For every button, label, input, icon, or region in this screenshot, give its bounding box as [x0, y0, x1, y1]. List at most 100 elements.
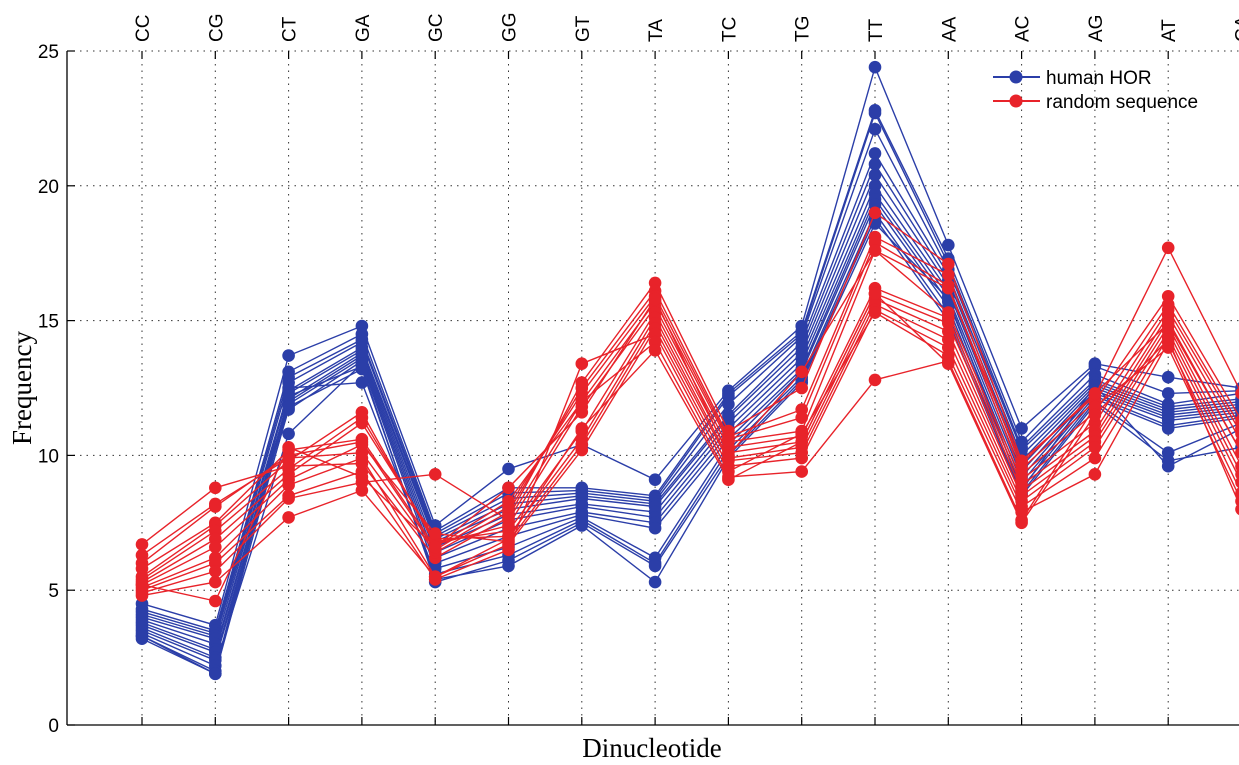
data-point	[795, 465, 808, 478]
y-tick-label: 10	[38, 446, 59, 467]
data-point	[648, 473, 662, 487]
data-point	[428, 527, 442, 540]
data-point	[575, 443, 589, 457]
x-category-label: GC	[426, 14, 447, 43]
data-point	[575, 395, 589, 408]
data-point	[575, 422, 589, 435]
x-category-label: TG	[793, 16, 814, 42]
series-human-hor	[135, 60, 1239, 681]
axes	[66, 50, 1239, 726]
x-category-label: TA	[646, 19, 667, 42]
series-line	[141, 341, 1239, 594]
data-point	[795, 381, 808, 395]
data-point	[135, 589, 149, 602]
data-point	[868, 206, 882, 220]
y-tick-labels: 0 5 10 15 20 25	[38, 42, 59, 737]
data-point	[795, 451, 808, 465]
data-point	[209, 565, 222, 578]
grid-lines	[67, 50, 1239, 725]
data-point	[355, 362, 369, 376]
data-point	[795, 365, 808, 379]
data-point	[575, 406, 589, 419]
series-line	[141, 111, 1239, 635]
series-line	[141, 127, 1239, 637]
data-point	[282, 349, 295, 362]
x-category-label: GA	[353, 14, 374, 42]
data-point	[1161, 422, 1175, 435]
data-point	[502, 543, 515, 557]
legend-marker-human-hor	[1009, 70, 1023, 84]
series-lines	[135, 60, 1239, 681]
series-line	[141, 173, 1239, 651]
data-point	[942, 357, 955, 371]
data-point	[428, 540, 442, 554]
data-point	[648, 575, 662, 589]
data-point	[1161, 370, 1175, 384]
data-point	[502, 494, 515, 508]
legend-label-random-sequence: random sequence	[1046, 92, 1198, 113]
data-point	[428, 570, 442, 583]
data-point	[868, 168, 882, 182]
series-line	[141, 162, 1239, 645]
data-point	[282, 389, 295, 403]
data-point	[502, 559, 515, 573]
series-line	[141, 108, 1239, 632]
data-point	[795, 435, 808, 449]
data-point	[1235, 387, 1239, 400]
data-point	[209, 500, 222, 513]
x-category-label: AG	[1086, 15, 1107, 42]
y-axis-title: Frequency	[7, 331, 37, 445]
data-point	[868, 122, 882, 136]
data-point	[135, 538, 149, 551]
data-point	[282, 511, 295, 524]
series-line	[141, 249, 1239, 602]
y-tick-label: 0	[48, 716, 59, 737]
series-line	[141, 249, 1239, 570]
x-axis-title: Dinucleotide	[582, 733, 721, 763]
y-tick-label: 15	[38, 312, 59, 333]
data-point	[722, 473, 735, 487]
x-category-label: CC	[133, 15, 154, 42]
y-tick-label: 20	[38, 177, 59, 198]
data-point	[1088, 408, 1102, 422]
data-point	[942, 238, 955, 252]
series-line	[141, 236, 1239, 556]
data-point	[648, 521, 662, 535]
data-point	[1088, 468, 1102, 481]
data-point	[648, 344, 662, 357]
data-point	[502, 532, 515, 546]
data-point	[795, 411, 808, 425]
data-point	[1088, 451, 1102, 465]
data-point	[502, 481, 515, 495]
series-line	[141, 192, 1239, 659]
data-point	[868, 147, 882, 160]
data-point	[1161, 387, 1175, 400]
data-point	[209, 594, 222, 608]
data-point	[1161, 241, 1175, 255]
data-point	[648, 292, 662, 306]
data-point	[209, 481, 222, 495]
legend-marker-random-sequence	[1009, 94, 1023, 108]
data-point	[942, 281, 955, 295]
data-point	[868, 373, 882, 387]
x-category-label: CG	[206, 14, 227, 43]
data-point	[1161, 333, 1175, 346]
data-point	[1235, 446, 1239, 459]
data-point	[355, 470, 369, 484]
series-line	[141, 184, 1239, 654]
y-tick-label: 25	[38, 42, 59, 63]
data-point	[1235, 503, 1239, 516]
x-category-label: TT	[866, 18, 887, 42]
data-point	[942, 257, 955, 271]
data-point	[282, 427, 295, 441]
data-point	[1015, 457, 1028, 470]
data-point	[355, 484, 369, 497]
data-point	[868, 157, 882, 171]
data-point	[1015, 422, 1028, 435]
data-point	[722, 397, 735, 411]
data-point	[209, 667, 222, 681]
series-line	[141, 211, 1239, 673]
x-category-label: AA	[939, 16, 960, 42]
series-line	[141, 65, 1239, 627]
